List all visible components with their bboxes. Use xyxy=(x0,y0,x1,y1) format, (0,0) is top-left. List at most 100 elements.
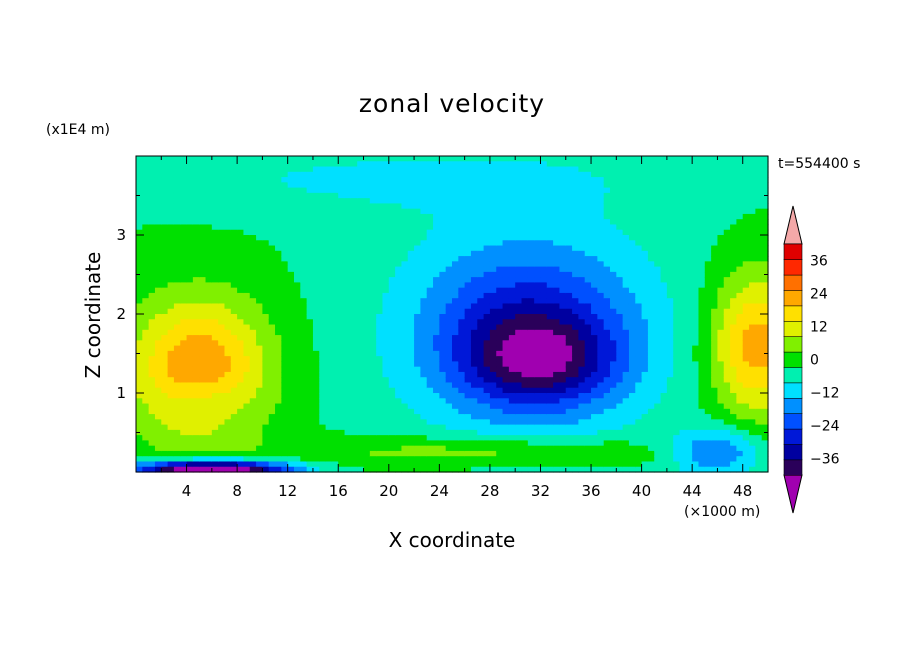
contour-cell xyxy=(641,335,649,341)
contour-cell xyxy=(199,292,207,299)
contour-cell xyxy=(521,161,529,168)
contour-cell xyxy=(363,208,371,215)
contour-cell xyxy=(420,366,428,373)
contour-cell xyxy=(388,435,396,441)
contour-cell xyxy=(230,282,238,289)
contour-cell xyxy=(414,198,421,204)
contour-cell xyxy=(161,387,169,394)
contour-cell xyxy=(534,340,542,347)
contour-cell xyxy=(173,261,181,268)
contour-cell xyxy=(344,261,352,268)
contour-cell xyxy=(218,256,226,262)
contour-cell xyxy=(199,166,207,173)
contour-cell xyxy=(136,256,143,262)
contour-cell xyxy=(401,387,409,394)
contour-cell xyxy=(654,298,662,305)
contour-cell xyxy=(616,282,624,289)
contour-cell xyxy=(363,340,371,347)
contour-cell xyxy=(312,277,320,283)
contour-cell xyxy=(635,282,643,289)
contour-cell xyxy=(230,182,238,189)
contour-cell xyxy=(300,450,308,457)
contour-cell xyxy=(508,229,516,236)
contour-cell xyxy=(211,356,219,362)
contour-cell xyxy=(243,366,251,373)
contour-cell xyxy=(344,371,352,378)
contour-cell xyxy=(205,266,213,273)
contour-cell xyxy=(338,303,346,310)
contour-cell xyxy=(597,324,605,331)
contour-cell xyxy=(249,261,257,268)
contour-cell xyxy=(515,377,523,384)
contour-cell xyxy=(401,408,409,415)
contour-cell xyxy=(584,350,592,357)
contour-cell xyxy=(534,219,542,226)
contour-cell xyxy=(205,298,213,305)
contour-cell xyxy=(281,350,289,357)
contour-cell xyxy=(306,398,314,405)
contour-cell xyxy=(407,240,415,247)
contour-cell xyxy=(565,250,573,257)
contour-cell xyxy=(319,350,327,357)
contour-cell xyxy=(464,398,472,405)
contour-cell xyxy=(616,461,624,468)
contour-cell xyxy=(489,429,497,436)
contour-cell xyxy=(483,256,491,262)
contour-cell xyxy=(407,235,415,241)
contour-cell xyxy=(331,371,339,378)
contour-cell xyxy=(628,382,636,389)
contour-cell xyxy=(616,450,624,457)
contour-cell xyxy=(641,435,649,441)
contour-cell xyxy=(641,445,649,452)
contour-cell xyxy=(439,235,447,241)
contour-cell xyxy=(142,177,150,183)
contour-cell xyxy=(414,271,421,278)
contour-cell xyxy=(654,419,662,426)
contour-cell xyxy=(287,361,295,368)
contour-cell xyxy=(338,245,346,252)
contour-cell xyxy=(287,424,295,431)
contour-cell xyxy=(211,456,219,463)
contour-cell xyxy=(591,213,598,220)
contour-cell xyxy=(230,203,238,210)
contour-cell xyxy=(382,156,390,162)
contour-cell xyxy=(369,414,377,420)
contour-cell xyxy=(572,445,579,452)
contour-cell xyxy=(553,250,561,257)
contour-cell xyxy=(249,408,257,415)
contour-cell xyxy=(647,361,655,368)
contour-cell xyxy=(230,277,238,283)
contour-cell xyxy=(546,403,554,410)
contour-cell xyxy=(167,466,175,473)
contour-cell xyxy=(439,203,447,210)
contour-cell xyxy=(572,287,579,294)
contour-cell xyxy=(205,435,213,441)
contour-cell xyxy=(433,424,440,431)
contour-cell xyxy=(312,271,320,278)
contour-cell xyxy=(167,245,175,252)
contour-cell xyxy=(142,377,150,384)
contour-cell xyxy=(635,261,643,268)
contour-cell xyxy=(224,429,232,436)
contour-cell xyxy=(230,177,238,183)
contour-cell xyxy=(426,271,434,278)
contour-cell xyxy=(344,350,352,357)
contour-cell xyxy=(256,366,263,373)
contour-cell xyxy=(237,461,245,468)
contour-cell xyxy=(363,256,371,262)
contour-cell xyxy=(452,419,459,426)
contour-cell xyxy=(603,224,611,231)
contour-cell xyxy=(546,440,554,447)
contour-cell xyxy=(154,182,162,189)
contour-cell xyxy=(647,277,655,283)
contour-cell xyxy=(199,429,207,436)
contour-cell xyxy=(496,450,504,457)
contour-cell xyxy=(256,335,263,341)
contour-cell xyxy=(249,266,257,273)
contour-cell xyxy=(546,340,554,347)
contour-cell xyxy=(572,424,579,431)
contour-cell xyxy=(199,445,207,452)
contour-cell xyxy=(294,445,301,452)
contour-cell xyxy=(357,303,365,310)
contour-cell xyxy=(458,314,466,320)
